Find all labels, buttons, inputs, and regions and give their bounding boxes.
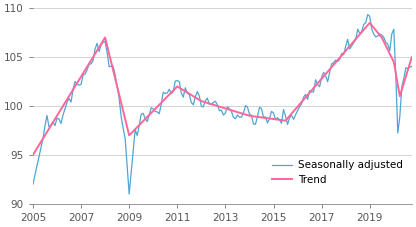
Seasonally adjusted (141, 112, 146, 115)
Trend (367, 22, 372, 24)
Trend (203, 101, 208, 104)
Line: Trend: Trend (33, 23, 412, 155)
Seasonally adjusted (119, 115, 124, 118)
Trend (139, 122, 144, 124)
Trend (409, 56, 414, 58)
Seasonally adjusted (147, 114, 152, 116)
Seasonally adjusted (205, 97, 210, 99)
Seasonally adjusted (30, 183, 35, 186)
Seasonally adjusted (71, 88, 76, 91)
Seasonally adjusted (409, 65, 414, 68)
Trend (71, 88, 76, 91)
Trend (221, 106, 226, 109)
Legend: Seasonally adjusted, Trend: Seasonally adjusted, Trend (267, 156, 406, 189)
Line: Seasonally adjusted: Seasonally adjusted (33, 15, 412, 194)
Seasonally adjusted (223, 112, 228, 114)
Trend (30, 153, 35, 156)
Trend (145, 116, 150, 118)
Seasonally adjusted (127, 193, 132, 195)
Seasonally adjusted (365, 13, 370, 16)
Trend (119, 101, 124, 104)
